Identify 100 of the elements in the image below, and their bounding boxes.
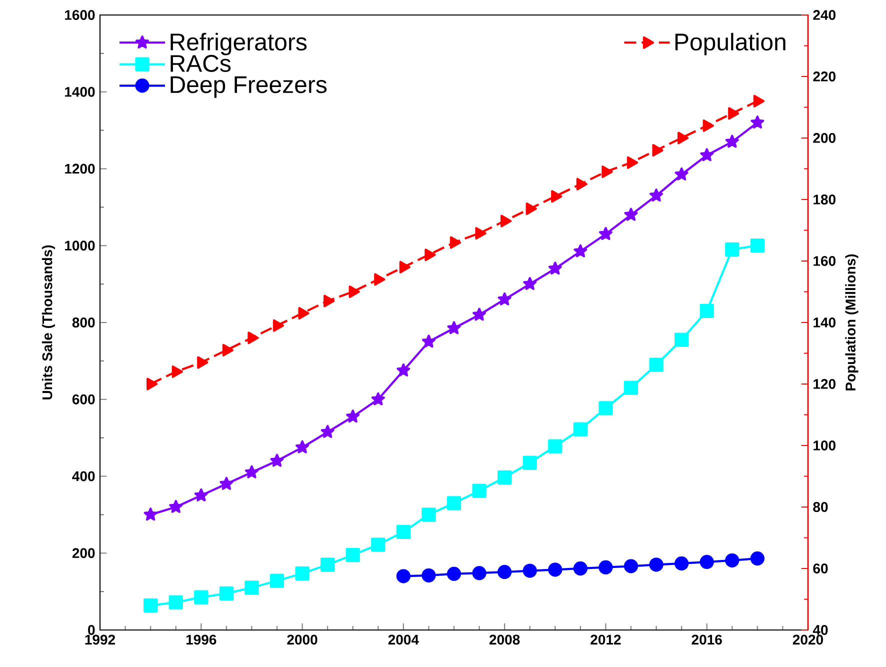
point	[472, 566, 486, 580]
point	[624, 380, 638, 395]
y-tick-label: 0	[88, 625, 95, 635]
point	[548, 262, 562, 275]
x-tick-label: 2004	[388, 634, 419, 645]
point	[396, 524, 410, 540]
point	[399, 260, 410, 274]
point	[500, 214, 512, 228]
x-tick-label: 1996	[186, 634, 216, 645]
point	[197, 356, 208, 369]
point	[220, 476, 234, 490]
point	[526, 202, 537, 215]
point	[446, 566, 462, 581]
point	[346, 410, 360, 423]
point	[475, 227, 486, 240]
x-tick-label: 1992	[85, 634, 115, 645]
point	[700, 304, 714, 318]
point	[624, 208, 638, 221]
point	[320, 558, 335, 572]
y2-tick-label: 200	[813, 133, 836, 143]
point	[272, 319, 284, 332]
point	[422, 334, 436, 348]
point	[222, 344, 234, 356]
point	[424, 248, 436, 262]
point	[348, 285, 360, 298]
point	[144, 508, 158, 521]
y-tick-label: 800	[72, 318, 95, 328]
point	[573, 422, 588, 436]
point	[728, 107, 740, 120]
point	[296, 440, 310, 454]
point	[371, 392, 385, 406]
point	[548, 439, 562, 454]
point	[446, 496, 462, 510]
point	[649, 558, 664, 572]
point	[498, 470, 512, 484]
point	[194, 488, 208, 502]
point	[295, 566, 310, 581]
point	[346, 548, 360, 562]
x-tick-label: 2016	[692, 634, 722, 645]
point	[371, 538, 386, 552]
point	[498, 292, 512, 306]
y2-tick-label: 140	[814, 318, 836, 328]
point	[700, 148, 714, 162]
point	[750, 116, 764, 129]
point	[551, 190, 562, 203]
legend-label: RACs	[170, 54, 231, 72]
point	[626, 156, 638, 169]
y2-tick-label: 80	[813, 502, 828, 512]
legend-label: Population	[675, 32, 786, 56]
point	[624, 559, 638, 574]
point	[725, 134, 739, 148]
x-tick-label: 2000	[287, 634, 318, 645]
point	[598, 227, 612, 240]
point	[700, 554, 714, 570]
point	[750, 238, 764, 253]
point	[598, 560, 613, 574]
point	[702, 119, 714, 132]
y-tick-label: 400	[72, 471, 95, 482]
point	[725, 553, 740, 568]
y2-tick-label: 60	[813, 564, 828, 574]
point	[573, 561, 588, 576]
point	[396, 569, 410, 584]
point	[753, 94, 764, 108]
point	[169, 500, 183, 513]
y-axis-title: Units Sale (Thousands)	[42, 245, 55, 400]
point	[649, 358, 664, 372]
y-tick-label: 1200	[65, 164, 95, 174]
point	[168, 595, 183, 610]
point	[144, 598, 158, 612]
y2-tick-label: 100	[814, 440, 836, 450]
y-tick-label: 1600	[65, 10, 95, 20]
point	[576, 178, 588, 190]
point	[422, 568, 436, 582]
point	[244, 580, 259, 595]
legend-label: Refrigerators	[170, 32, 307, 56]
y2-tick-label: 120	[814, 379, 836, 389]
point	[248, 332, 259, 344]
point	[450, 236, 462, 249]
point	[674, 556, 689, 571]
point	[219, 586, 234, 601]
point	[548, 562, 562, 577]
point	[598, 401, 613, 416]
point	[678, 132, 689, 144]
point	[574, 244, 588, 258]
x-tick-label: 2012	[590, 634, 621, 645]
y-tick-label: 200	[72, 548, 95, 558]
y-tick-label: 1000	[65, 240, 95, 251]
point	[602, 166, 613, 178]
point	[324, 294, 335, 308]
y2-axis-title: Population (Millions)	[845, 254, 858, 390]
y2-tick-label: 240	[813, 10, 836, 20]
point	[498, 564, 512, 580]
point	[674, 167, 688, 180]
y2-tick-label: 180	[814, 194, 836, 204]
point	[472, 308, 486, 321]
point	[298, 306, 310, 320]
point	[396, 363, 410, 376]
point	[422, 508, 436, 522]
point	[523, 276, 537, 290]
y2-tick-label: 160	[814, 256, 836, 266]
